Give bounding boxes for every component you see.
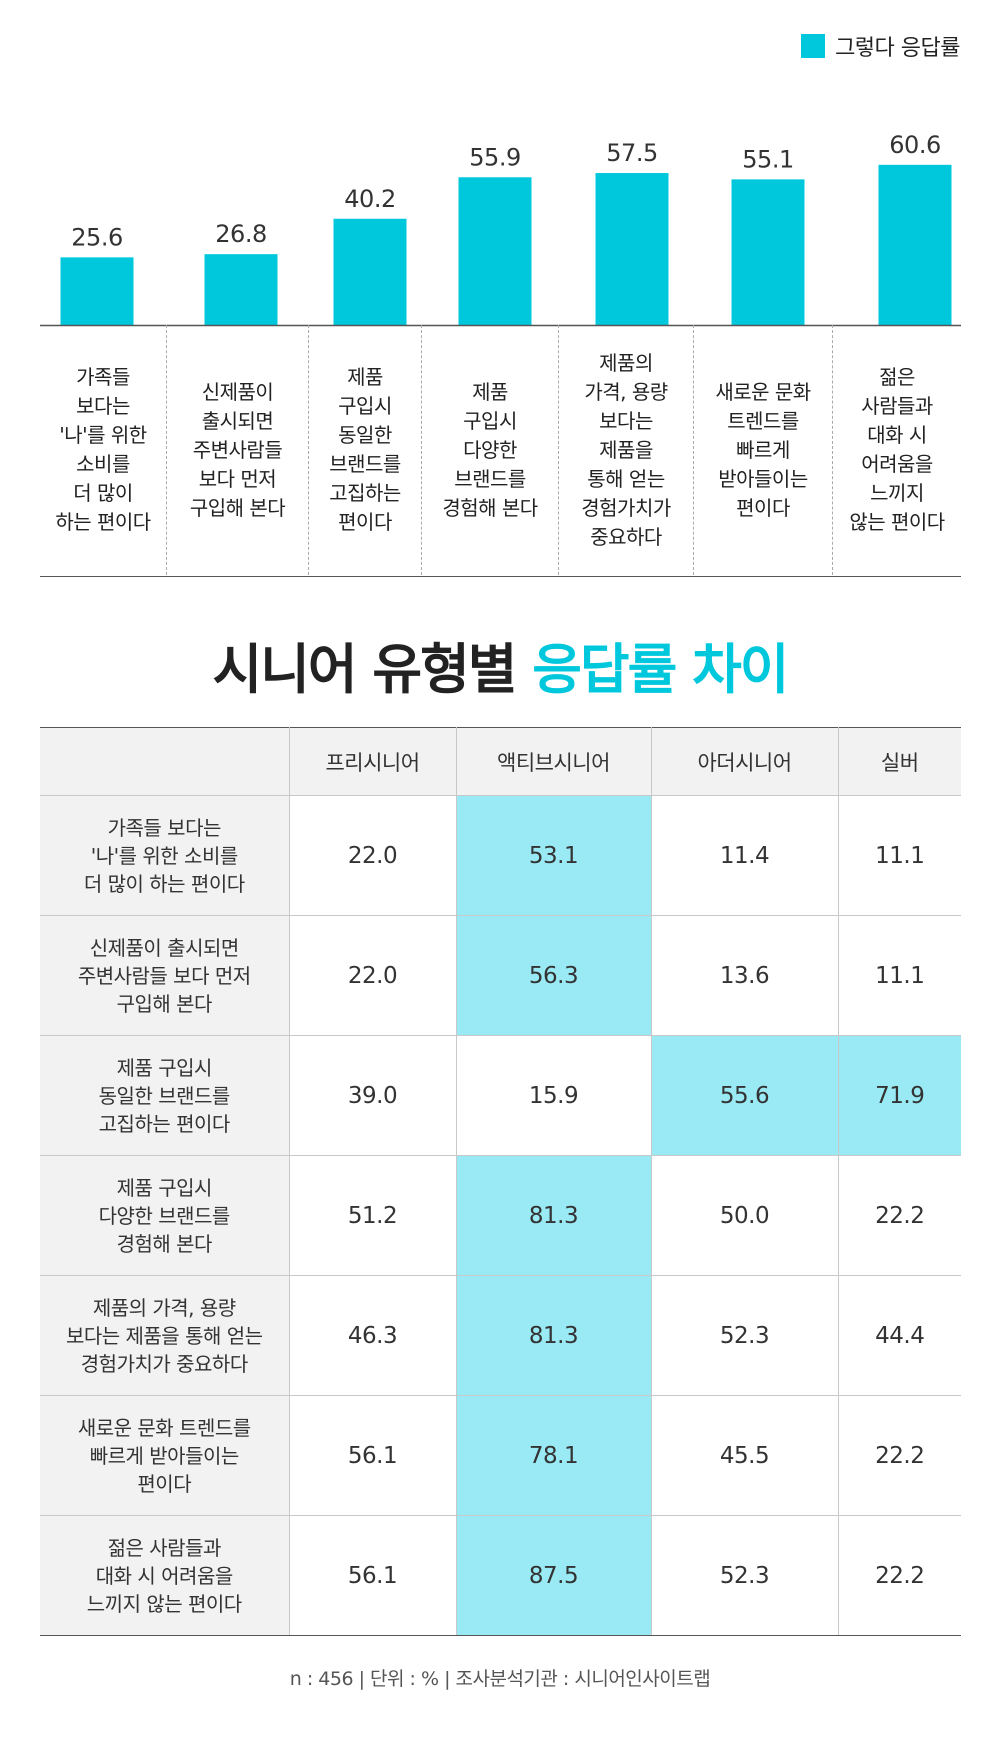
- legend-label: 그렇다 응답률: [835, 36, 960, 61]
- table-cell: 44.4: [837, 1275, 961, 1396]
- category-cell-1: 가족들 보다는 '나'를 위한 소비를 더 많이 하는 편이다: [40, 325, 166, 575]
- table-header-col-1: 프리시니어: [288, 727, 457, 796]
- table-cell: 22.2: [837, 1155, 961, 1276]
- table-cell: 50.0: [650, 1155, 839, 1276]
- table-row: 신제품이 출시되면 주변사람들 보다 먼저 구입해 본다 22.0 56.3 13.6…: [40, 915, 961, 1036]
- bar-value-label-3: 40.2: [344, 185, 395, 213]
- row-label: 제품 구입시 다양한 브랜드를 경험해 본다: [40, 1155, 290, 1276]
- category-label-5: 제품의 가격, 용량 보다는 제품을 통해 얻는 경험가치가 중요하다: [581, 350, 671, 549]
- footer-note: n : 456 | 단위 : % | 조사분석기관 : 시니어인사이트랩: [289, 1668, 711, 1690]
- table-row: 제품 구입시 다양한 브랜드를 경험해 본다 51.2 81.3 50.0 22.2: [40, 1155, 961, 1276]
- bar-5: [595, 173, 669, 325]
- bar-7: [878, 164, 952, 325]
- section-title-accent: 응답률 차이: [532, 638, 789, 701]
- bar-chart: 25.6 26.8 40.2 55.9 57.5 55.1 60.6: [40, 131, 961, 327]
- table-header-col-2: 액티브시니어: [455, 727, 652, 796]
- table-cell: 11.4: [650, 795, 839, 916]
- category-bottom-line: [40, 576, 961, 577]
- row-label: 신제품이 출시되면 주변사람들 보다 먼저 구입해 본다: [40, 915, 290, 1036]
- category-cell-5: 제품의 가격, 용량 보다는 제품을 통해 얻는 경험가치가 중요하다: [558, 325, 693, 575]
- senior-type-table: 프리시니어 액티브시니어 아더시니어 실버 가족들 보다는 '나'를 위한 소비를 더…: [40, 727, 961, 1636]
- table-header-col-3: 아더시니어: [650, 727, 839, 796]
- bar-value-label-1: 25.6: [71, 223, 122, 251]
- bar-6: [731, 179, 805, 325]
- table-cell: 55.6: [650, 1035, 839, 1156]
- table-cell: 22.2: [837, 1395, 961, 1516]
- row-label: 가족들 보다는 '나'를 위한 소비를 더 많이 하는 편이다: [40, 795, 290, 916]
- section-title: 시니어 유형별 응답률 차이: [0, 625, 1000, 704]
- row-label: 젊은 사람들과 대화 시 어려움을 느끼지 않는 편이다: [40, 1515, 290, 1636]
- bar-value-label-4: 55.9: [469, 143, 520, 171]
- bar-4: [458, 177, 532, 325]
- table-cell: 71.9: [837, 1035, 961, 1156]
- category-label-2: 신제품이 출시되면 주변사람들 보다 먼저 구입해 본다: [189, 379, 286, 520]
- table-cell: 78.1: [455, 1395, 652, 1516]
- table-cell: 87.5: [455, 1515, 652, 1636]
- table-cell: 45.5: [650, 1395, 839, 1516]
- category-cell-2: 신제품이 출시되면 주변사람들 보다 먼저 구입해 본다: [166, 325, 308, 575]
- row-label: 제품 구입시 동일한 브랜드를 고집하는 편이다: [40, 1035, 290, 1156]
- table-row: 새로운 문화 트렌드를 빠르게 받아들이는 편이다 56.1 78.1 45.5 22.…: [40, 1395, 961, 1516]
- bar-value-label-7: 60.6: [889, 131, 940, 159]
- table-cell: 15.9: [455, 1035, 652, 1156]
- category-label-3: 제품 구입시 동일한 브랜드를 고집하는 편이다: [329, 365, 401, 534]
- table-header-col-4: 실버: [837, 727, 961, 796]
- category-cell-7: 젊은 사람들과 대화 시 어려움을 느끼지 않는 편이다: [832, 325, 961, 575]
- chart-legend: 그렇다 응답률: [801, 30, 960, 62]
- category-labels: 가족들 보다는 '나'를 위한 소비를 더 많이 하는 편이다 신제품이 출시되면…: [40, 325, 961, 575]
- table-row: 젊은 사람들과 대화 시 어려움을 느끼지 않는 편이다 56.1 87.5 52.3…: [40, 1515, 961, 1636]
- bar-value-label-6: 55.1: [742, 145, 793, 173]
- bar-value-label-5: 57.5: [606, 139, 657, 167]
- section-title-main: 시니어 유형별: [212, 638, 518, 701]
- table-row: 제품의 가격, 용량 보다는 제품을 통해 얻는 경험가치가 중요하다 46.3 8…: [40, 1275, 961, 1396]
- bar-3: [333, 218, 407, 325]
- table-cell: 22.2: [837, 1515, 961, 1636]
- row-label: 제품의 가격, 용량 보다는 제품을 통해 얻는 경험가치가 중요하다: [40, 1275, 290, 1396]
- table-row: 가족들 보다는 '나'를 위한 소비를 더 많이 하는 편이다 22.0 53.1 1…: [40, 795, 961, 916]
- category-label-6: 새로운 문화 트렌드를 빠르게 받아들이는 편이다: [715, 379, 811, 520]
- table-header-corner: [40, 727, 290, 796]
- table-cell: 22.0: [288, 795, 457, 916]
- table-header-row: 프리시니어 액티브시니어 아더시니어 실버: [40, 727, 961, 796]
- category-cell-4: 제품 구입시 다양한 브랜드를 경험해 본다: [421, 325, 558, 575]
- table-cell: 81.3: [455, 1155, 652, 1276]
- category-label-1: 가족들 보다는 '나'를 위한 소비를 더 많이 하는 편이다: [55, 365, 151, 534]
- table-cell: 56.1: [288, 1515, 457, 1636]
- table-cell: 56.3: [455, 915, 652, 1036]
- table-cell: 11.1: [837, 795, 961, 916]
- bar-1: [60, 257, 134, 325]
- table-row: 제품 구입시 동일한 브랜드를 고집하는 편이다 39.0 15.9 55.6 71.9: [40, 1035, 961, 1156]
- table-cell: 53.1: [455, 795, 652, 916]
- table-cell: 51.2: [288, 1155, 457, 1276]
- table-cell: 46.3: [288, 1275, 457, 1396]
- table-cell: 52.3: [650, 1275, 839, 1396]
- category-cell-6: 새로운 문화 트렌드를 빠르게 받아들이는 편이다: [693, 325, 832, 575]
- category-label-4: 제품 구입시 다양한 브랜드를 경험해 본다: [442, 379, 538, 520]
- table-cell: 22.0: [288, 915, 457, 1036]
- table-cell: 11.1: [837, 915, 961, 1036]
- table-cell: 56.1: [288, 1395, 457, 1516]
- category-label-7: 젊은 사람들과 대화 시 어려움을 느끼지 않는 편이다: [849, 365, 945, 534]
- table-cell: 39.0: [288, 1035, 457, 1156]
- table-cell: 52.3: [650, 1515, 839, 1636]
- row-label: 새로운 문화 트렌드를 빠르게 받아들이는 편이다: [40, 1395, 290, 1516]
- table-cell: 81.3: [455, 1275, 652, 1396]
- legend-swatch: [801, 34, 826, 58]
- bar-2: [204, 254, 278, 325]
- bar-value-label-2: 26.8: [215, 220, 266, 248]
- category-cell-3: 제품 구입시 동일한 브랜드를 고집하는 편이다: [308, 325, 421, 575]
- table-cell: 13.6: [650, 915, 839, 1036]
